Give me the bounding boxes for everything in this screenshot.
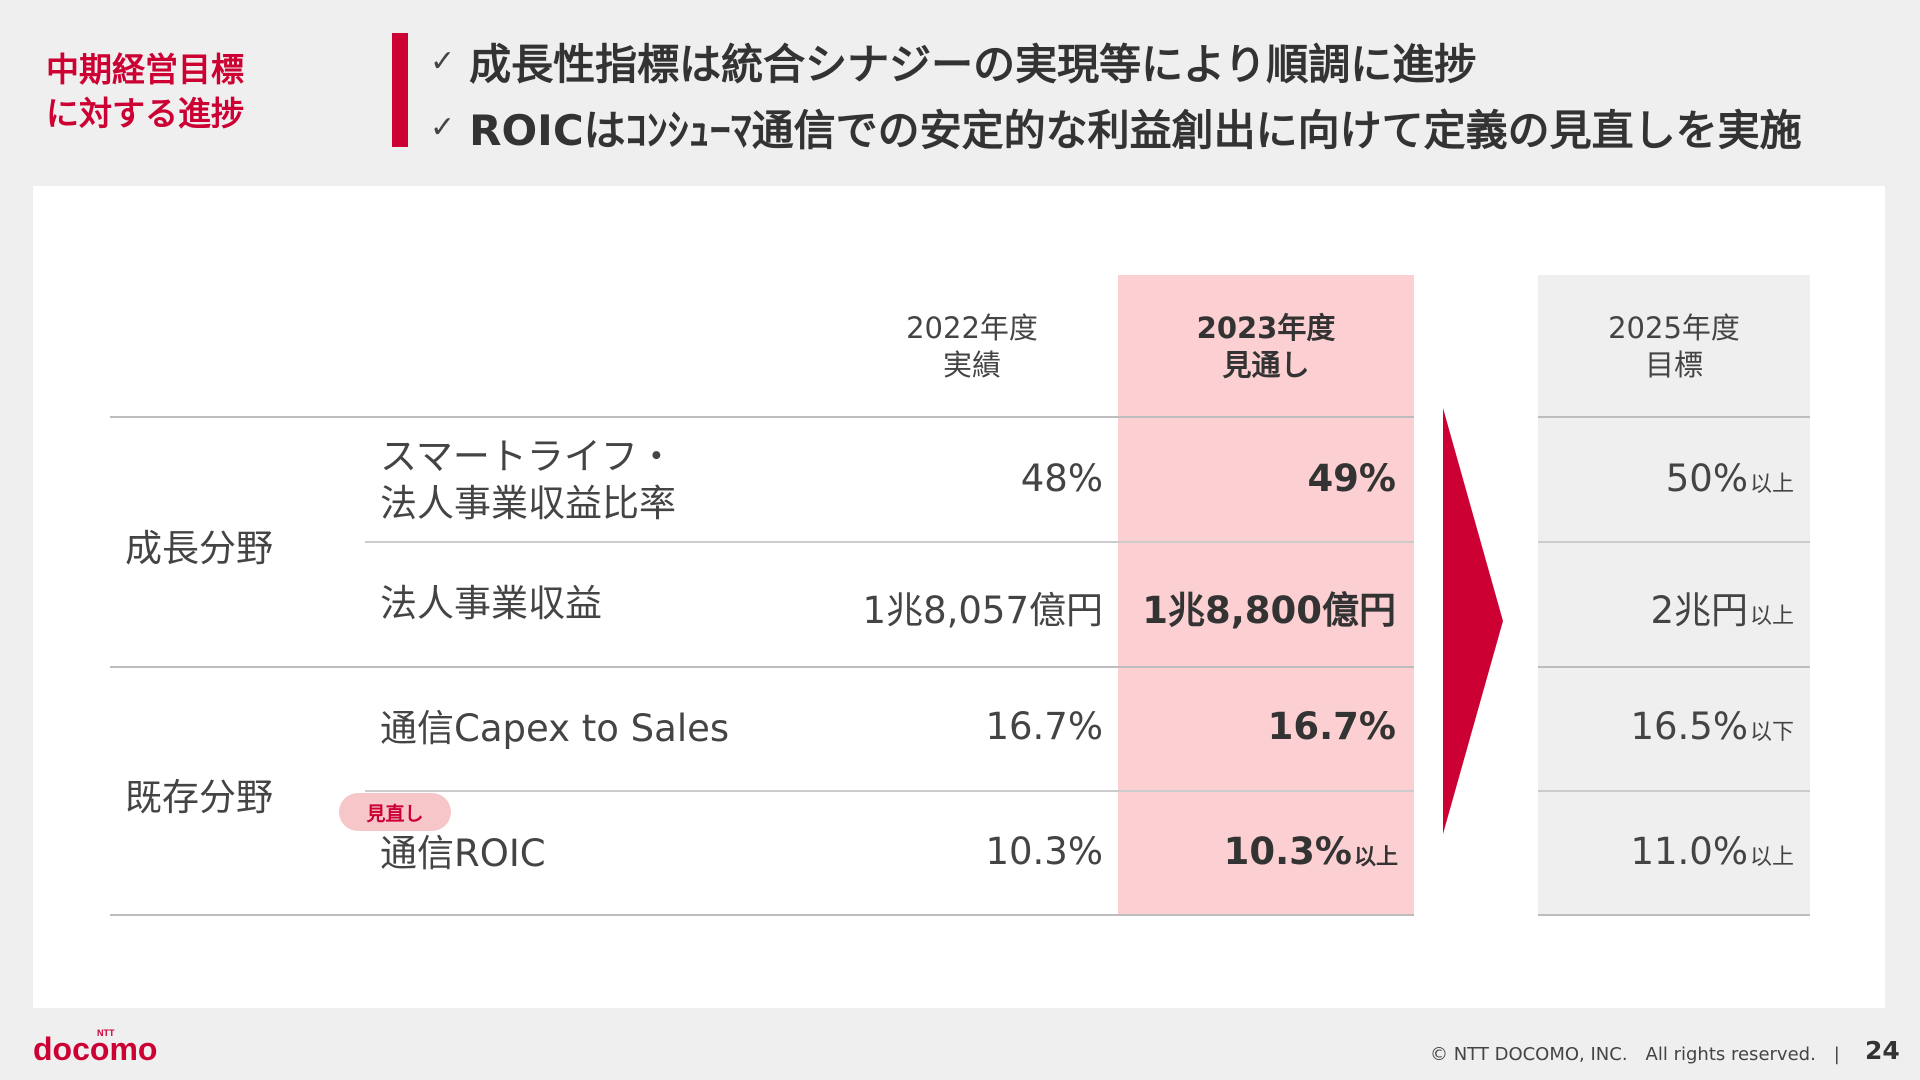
row-label-enterprise-revenue: 法人事業収益	[380, 582, 602, 625]
value-fy2023: 16.7%	[1267, 705, 1396, 748]
value-fy2025: 16.5%以下	[1630, 705, 1794, 748]
headline: ✓ 成長性指標は統合シナジーの実現等により順調に進捗 ✓ ROICはｺﾝｼｭｰﾏ…	[430, 28, 1802, 160]
value-fy2022: 48%	[1020, 457, 1103, 500]
chevron-right-icon	[1443, 408, 1503, 834]
table-divider	[1538, 541, 1810, 543]
headline-text: ROICはｺﾝｼｭｰﾏ通信での安定的な利益創出に向けて定義の見直しを実施	[469, 105, 1802, 155]
row-label-roic: 通信ROIC	[380, 832, 546, 875]
table-divider	[110, 666, 1414, 668]
fy2025-target-column	[1538, 275, 1810, 916]
table-divider	[365, 790, 1414, 792]
docomo-logo: NTT docomo	[33, 1028, 157, 1064]
logo-ntt-text: NTT	[97, 1028, 115, 1038]
value-fy2025: 2兆円以上	[1650, 589, 1794, 632]
section-label-line1: 中期経営目標	[46, 50, 244, 89]
fy2023-highlight-column	[1118, 275, 1414, 916]
table-divider	[1538, 914, 1810, 916]
group-label-growth: 成長分野	[125, 527, 273, 570]
table-divider	[1538, 416, 1810, 418]
title-accent-bar	[392, 33, 408, 147]
group-label-existing: 既存分野	[125, 776, 273, 819]
column-header-fy2022: 2022年度 実績	[906, 311, 1038, 382]
headline-bullet: ✓ ROICはｺﾝｼｭｰﾏ通信での安定的な利益創出に向けて定義の見直しを実施	[430, 94, 1802, 160]
value-fy2022: 16.7%	[985, 705, 1103, 748]
table-divider	[1538, 666, 1810, 668]
table-divider	[110, 914, 1414, 916]
value-fy2022: 10.3%	[985, 830, 1103, 873]
copyright-text: © NTT DOCOMO, INC. All rights reserved. …	[1430, 1044, 1840, 1065]
check-icon: ✓	[430, 109, 456, 145]
section-label-line2: に対する進捗	[46, 94, 244, 133]
column-header-fy2025: 2025年度 目標	[1608, 311, 1740, 382]
headline-text: 成長性指標は統合シナジーの実現等により順調に進捗	[469, 39, 1477, 89]
column-header-fy2023: 2023年度 見通し	[1196, 311, 1336, 382]
value-fy2023: 49%	[1307, 457, 1396, 500]
check-icon: ✓	[430, 43, 456, 79]
value-fy2023: 10.3%以上	[1223, 830, 1398, 873]
row-label-smartlife-ratio: スマートライフ・ 法人事業収益比率	[380, 435, 676, 525]
revision-badge: 見直し	[339, 793, 451, 831]
logo-text: docomo	[33, 1031, 157, 1064]
row-label-capex-to-sales: 通信Capex to Sales	[380, 707, 730, 750]
table-divider	[365, 541, 1414, 543]
table-divider	[1538, 790, 1810, 792]
headline-bullet: ✓ 成長性指標は統合シナジーの実現等により順調に進捗	[430, 28, 1802, 94]
table-divider	[110, 416, 1414, 418]
value-fy2022: 1兆8,057億円	[862, 589, 1103, 632]
value-fy2023: 1兆8,800億円	[1142, 589, 1396, 632]
value-fy2025: 11.0%以上	[1630, 830, 1794, 873]
page-number: 24	[1865, 1036, 1900, 1065]
section-label: 中期経営目標 に対する進捗	[46, 48, 244, 136]
value-fy2025: 50%以上	[1665, 457, 1794, 500]
